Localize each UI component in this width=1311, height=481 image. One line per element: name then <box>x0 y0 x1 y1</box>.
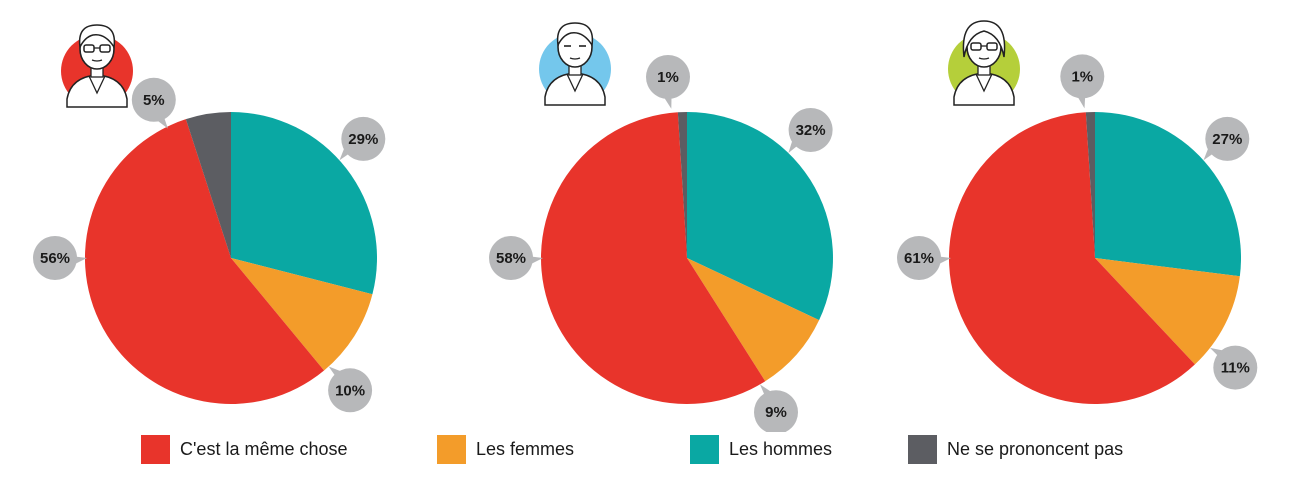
pie-1-slice-hommes <box>231 112 377 295</box>
pie-2-label-meme-chose: 58% <box>489 236 543 280</box>
pie-3-value-meme-chose: 61% <box>904 250 934 267</box>
bubble-circle <box>1213 345 1258 390</box>
bubble-circle <box>1205 116 1250 161</box>
pie-chart-3 <box>948 111 1242 405</box>
pie-3-label-meme-chose: 61% <box>897 236 951 280</box>
pie-3-slice-hommes <box>1095 111 1242 277</box>
bubble-circle <box>33 236 77 280</box>
legend-swatch-ne-se-prononcent-pas <box>908 434 937 464</box>
legend-swatch-hommes <box>690 434 719 464</box>
bubble-circle <box>341 116 386 161</box>
pie-3-value-hommes: 27% <box>1212 131 1242 148</box>
pie-1-label-hommes: 29% <box>339 116 386 161</box>
pie-chart-1 <box>84 112 377 405</box>
pie-2-label-hommes: 32% <box>788 108 833 153</box>
pie-2-slice-ne-se-prononcent-pas <box>677 112 687 258</box>
female-doctor-icon <box>948 20 1020 106</box>
pie-charts: 56% 10% 29% 5% 58% 9% 32% 1% 61% 11% 27% 1% <box>33 20 1258 432</box>
legend-label-ne-se-prononcent-pas: Ne se prononcent pas <box>947 438 1124 459</box>
pie-1-slice-meme-chose <box>84 119 325 405</box>
bubble-circle <box>131 77 176 122</box>
pie-3-label-hommes: 27% <box>1203 116 1250 161</box>
legend-label-hommes: Les hommes <box>729 438 833 459</box>
pie-1-slice-femmes <box>231 258 373 371</box>
pie-1-value-ne-se-prononcent-pas: 5% <box>143 92 165 109</box>
pie-2-label-femmes: 9% <box>754 384 798 432</box>
pie-1-label-femmes: 10% <box>328 366 373 413</box>
bubble-circle <box>788 108 833 152</box>
pie-2-value-ne-se-prononcent-pas: 1% <box>657 69 679 86</box>
pie-1-label-meme-chose: 56% <box>33 236 87 280</box>
pie-2-label-ne-se-prononcent-pas: 1% <box>646 55 690 109</box>
pie-chart-2 <box>540 112 833 405</box>
legend-item-hommes: Les hommes <box>690 432 832 466</box>
pie-2-slice-femmes <box>687 258 820 382</box>
pie-3-label-femmes: 11% <box>1210 345 1258 390</box>
legend-item-meme-chose: C'est la même chose <box>141 432 348 466</box>
legend-label-meme-chose: C'est la même chose <box>180 438 348 459</box>
legend-item-ne-se-prononcent-pas: Ne se prononcent pas <box>908 432 1123 466</box>
pie-1-slice-ne-se-prononcent-pas <box>185 112 231 258</box>
pie-1-value-femmes: 10% <box>335 382 365 399</box>
legend-item-femmes: Les femmes <box>437 432 574 466</box>
pie-3-slice-meme-chose <box>948 112 1195 405</box>
male-doctor-glasses-icon <box>61 24 133 108</box>
pie-2-slice-meme-chose <box>540 112 766 405</box>
pie-3-value-ne-se-prononcent-pas: 1% <box>1071 68 1093 85</box>
pie-2-value-femmes: 9% <box>765 404 787 421</box>
bubble-circle <box>754 390 798 432</box>
bubble-circle <box>1060 54 1105 99</box>
bubble-circle <box>646 55 690 99</box>
pie-3-slice-femmes <box>1095 258 1240 365</box>
pie-2-value-hommes: 32% <box>796 122 826 139</box>
pie-1-value-meme-chose: 56% <box>40 250 70 267</box>
legend-label-femmes: Les femmes <box>476 438 575 459</box>
pie-2-value-meme-chose: 58% <box>496 250 526 267</box>
pie-3-value-femmes: 11% <box>1221 360 1250 377</box>
pie-2-slice-hommes <box>687 112 833 321</box>
bubble-circle <box>328 368 373 413</box>
male-doctor-icon <box>539 22 611 106</box>
pie-1-value-hommes: 29% <box>348 131 378 148</box>
bubble-circle <box>897 236 941 280</box>
pie-1-label-ne-se-prononcent-pas: 5% <box>131 77 176 129</box>
legend-swatch-femmes <box>437 434 466 464</box>
pie-3-label-ne-se-prononcent-pas: 1% <box>1060 54 1105 109</box>
pie-3-slice-ne-se-prononcent-pas <box>1085 112 1095 258</box>
legend-swatch-meme-chose <box>141 434 170 464</box>
legend: C'est la même chose Les femmes Les homme… <box>0 432 1311 466</box>
bubble-circle <box>489 236 533 280</box>
